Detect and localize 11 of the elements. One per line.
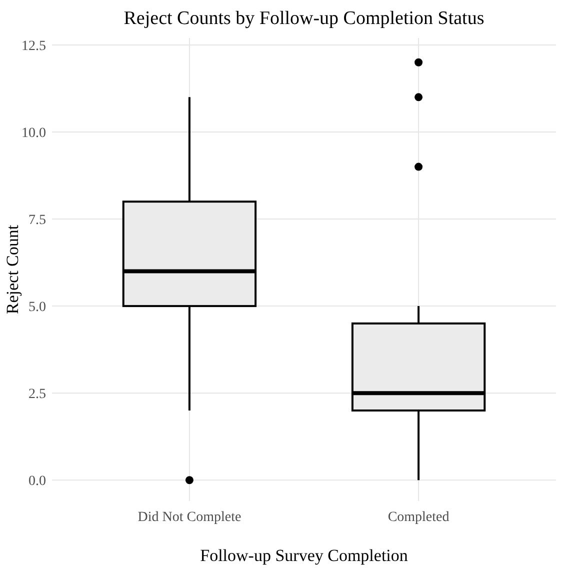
y-tick-label: 7.5 (28, 212, 46, 228)
y-tick-label: 12.5 (22, 38, 46, 54)
x-tick-label: Completed (388, 510, 450, 525)
chart-title: Reject Counts by Follow-up Completion Status (124, 8, 484, 29)
y-tick-label: 0.0 (28, 474, 46, 490)
y-tick-label: 10.0 (22, 126, 46, 141)
y-tick-label: 5.0 (28, 300, 46, 315)
y-axis-title: Reject Count (3, 224, 22, 314)
x-axis-title: Follow-up Survey Completion (200, 546, 408, 565)
y-tick-label: 2.5 (28, 386, 46, 402)
x-tick-label: Did Not Complete (138, 510, 242, 525)
